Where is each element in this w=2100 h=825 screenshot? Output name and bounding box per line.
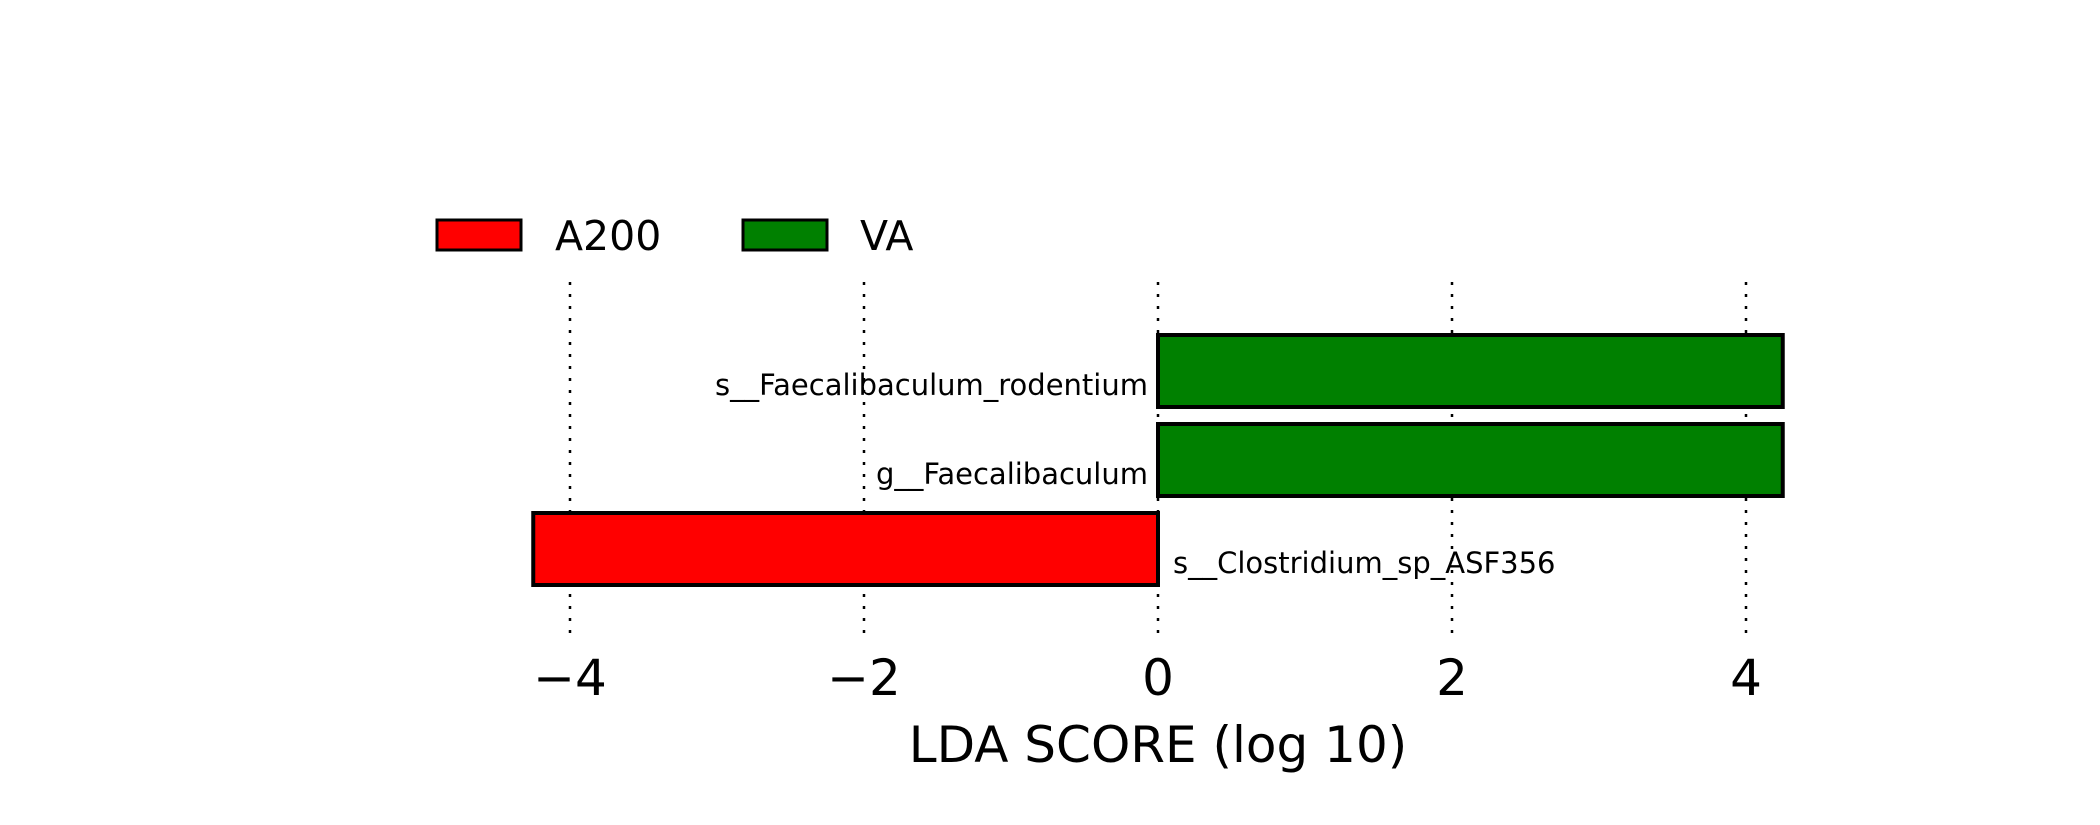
bar-label: s__Clostridium_sp_ASF356 (1173, 546, 1556, 580)
bars (531, 333, 1785, 587)
legend-swatch (741, 218, 829, 252)
x-tick-label: 4 (1730, 649, 1762, 707)
x-tick-label: 2 (1436, 649, 1468, 707)
x-axis-label: LDA SCORE (log 10) (909, 716, 1408, 774)
bar (1156, 333, 1785, 409)
legend-label: A200 (555, 212, 661, 260)
bar-label: s__Faecalibaculum_rodentium (715, 368, 1148, 402)
legend-swatch (435, 218, 523, 252)
bar-labels: s__Faecalibaculum_rodentium g__Faecalibac… (715, 368, 1556, 580)
bar-label: g__Faecalibaculum (876, 457, 1148, 491)
bar (1156, 422, 1785, 498)
x-tick-label: 0 (1142, 649, 1174, 707)
legend: A200 VA (435, 212, 913, 260)
x-axis-ticks: −4 −2 0 2 4 (533, 649, 1762, 707)
bar (531, 511, 1160, 587)
x-tick-label: −2 (827, 649, 901, 707)
x-tick-label: −4 (533, 649, 607, 707)
legend-label: VA (860, 212, 913, 260)
